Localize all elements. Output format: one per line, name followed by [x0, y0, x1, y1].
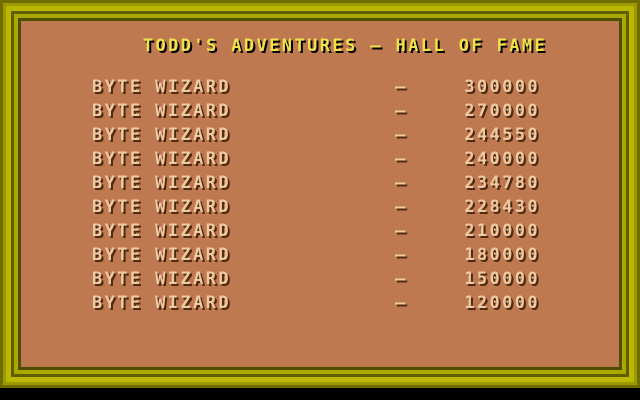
separator-dash: — — [395, 173, 408, 193]
separator-dash: — — [395, 125, 408, 145]
frame-band-inner: TODD'S ADVENTURES — HALL OF FAME BYTE WI… — [18, 18, 622, 370]
score-row: BYTE WIZARD — 120000 — [92, 291, 540, 315]
player-score: 300000 — [464, 77, 540, 97]
player-name: BYTE WIZARD — [92, 293, 231, 313]
bottom-black-strip — [0, 388, 640, 400]
score-row: BYTE WIZARD — 240000 — [92, 147, 540, 171]
score-row: BYTE WIZARD — 300000 — [92, 75, 540, 99]
separator-dash: — — [395, 101, 408, 121]
player-score: 234780 — [464, 173, 540, 193]
player-name: BYTE WIZARD — [92, 221, 231, 241]
hall-of-fame-panel: TODD'S ADVENTURES — HALL OF FAME BYTE WI… — [21, 21, 619, 367]
separator-dash: — — [395, 245, 408, 265]
score-row: BYTE WIZARD — 270000 — [92, 99, 540, 123]
player-name: BYTE WIZARD — [92, 245, 231, 265]
score-row: BYTE WIZARD — 234780 — [92, 171, 540, 195]
decorative-frame: TODD'S ADVENTURES — HALL OF FAME BYTE WI… — [0, 0, 640, 388]
frame-band-2: TODD'S ADVENTURES — HALL OF FAME BYTE WI… — [3, 3, 637, 385]
separator-dash: — — [395, 149, 408, 169]
player-score: 240000 — [464, 149, 540, 169]
player-name: BYTE WIZARD — [92, 149, 231, 169]
separator-dash: — — [395, 269, 408, 289]
page-title: TODD'S ADVENTURES — HALL OF FAME — [142, 36, 548, 56]
frame-band-3: TODD'S ADVENTURES — HALL OF FAME BYTE WI… — [6, 6, 634, 382]
score-row: BYTE WIZARD — 210000 — [92, 219, 540, 243]
player-score: 228430 — [464, 197, 540, 217]
player-score: 270000 — [464, 101, 540, 121]
player-score: 150000 — [464, 269, 540, 289]
score-row: BYTE WIZARD — 180000 — [92, 243, 540, 267]
separator-dash: — — [395, 221, 408, 241]
player-name: BYTE WIZARD — [92, 101, 231, 121]
player-name: BYTE WIZARD — [92, 77, 231, 97]
score-row: BYTE WIZARD — 244550 — [92, 123, 540, 147]
player-name: BYTE WIZARD — [92, 173, 231, 193]
player-score: 244550 — [464, 125, 540, 145]
player-score: 180000 — [464, 245, 540, 265]
player-score: 210000 — [464, 221, 540, 241]
score-row: BYTE WIZARD — 228430 — [92, 195, 540, 219]
player-name: BYTE WIZARD — [92, 125, 231, 145]
frame-band-outer: TODD'S ADVENTURES — HALL OF FAME BYTE WI… — [0, 0, 640, 388]
player-name: BYTE WIZARD — [92, 269, 231, 289]
separator-dash: — — [395, 197, 408, 217]
frame-band-4: TODD'S ADVENTURES — HALL OF FAME BYTE WI… — [11, 11, 629, 377]
separator-dash: — — [395, 77, 408, 97]
separator-dash: — — [395, 293, 408, 313]
player-name: BYTE WIZARD — [92, 197, 231, 217]
frame-band-5: TODD'S ADVENTURES — HALL OF FAME BYTE WI… — [14, 14, 626, 374]
player-score: 120000 — [464, 293, 540, 313]
score-row: BYTE WIZARD — 150000 — [92, 267, 540, 291]
score-table: BYTE WIZARD — 300000 BYTE WIZARD — 27000… — [92, 75, 540, 315]
